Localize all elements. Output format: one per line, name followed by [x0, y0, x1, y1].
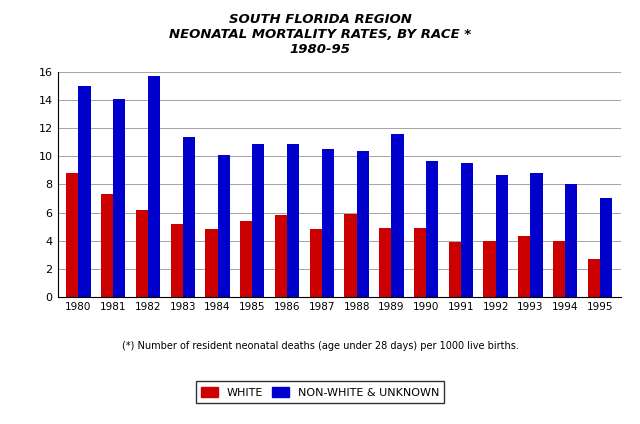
Text: (*) Number of resident neonatal deaths (age under 28 days) per 1000 live births.: (*) Number of resident neonatal deaths (…: [122, 341, 518, 351]
Bar: [101, 194, 113, 297]
Bar: [461, 163, 473, 297]
Bar: [518, 237, 531, 297]
Bar: [205, 229, 218, 297]
Bar: [531, 173, 543, 297]
Bar: [414, 228, 426, 297]
Bar: [252, 144, 264, 297]
Bar: [183, 137, 195, 297]
Bar: [67, 173, 79, 297]
Bar: [449, 242, 461, 297]
Bar: [588, 259, 600, 297]
Bar: [565, 184, 577, 297]
Text: SOUTH FLORIDA REGION
NEONATAL MORTALITY RATES, BY RACE *
1980-95: SOUTH FLORIDA REGION NEONATAL MORTALITY …: [169, 13, 471, 56]
Bar: [79, 86, 91, 297]
Bar: [171, 224, 183, 297]
Bar: [553, 241, 565, 297]
Bar: [275, 215, 287, 297]
Bar: [287, 144, 300, 297]
Bar: [356, 151, 369, 297]
Bar: [322, 149, 334, 297]
Bar: [148, 76, 160, 297]
Legend: WHITE, NON-WHITE & UNKNOWN: WHITE, NON-WHITE & UNKNOWN: [196, 381, 444, 403]
Bar: [240, 221, 252, 297]
Bar: [136, 210, 148, 297]
Bar: [218, 155, 230, 297]
Bar: [391, 134, 403, 297]
Bar: [426, 161, 438, 297]
Bar: [483, 241, 495, 297]
Bar: [379, 228, 391, 297]
Bar: [113, 99, 125, 297]
Bar: [310, 229, 322, 297]
Bar: [495, 175, 508, 297]
Bar: [600, 198, 612, 297]
Bar: [344, 214, 356, 297]
